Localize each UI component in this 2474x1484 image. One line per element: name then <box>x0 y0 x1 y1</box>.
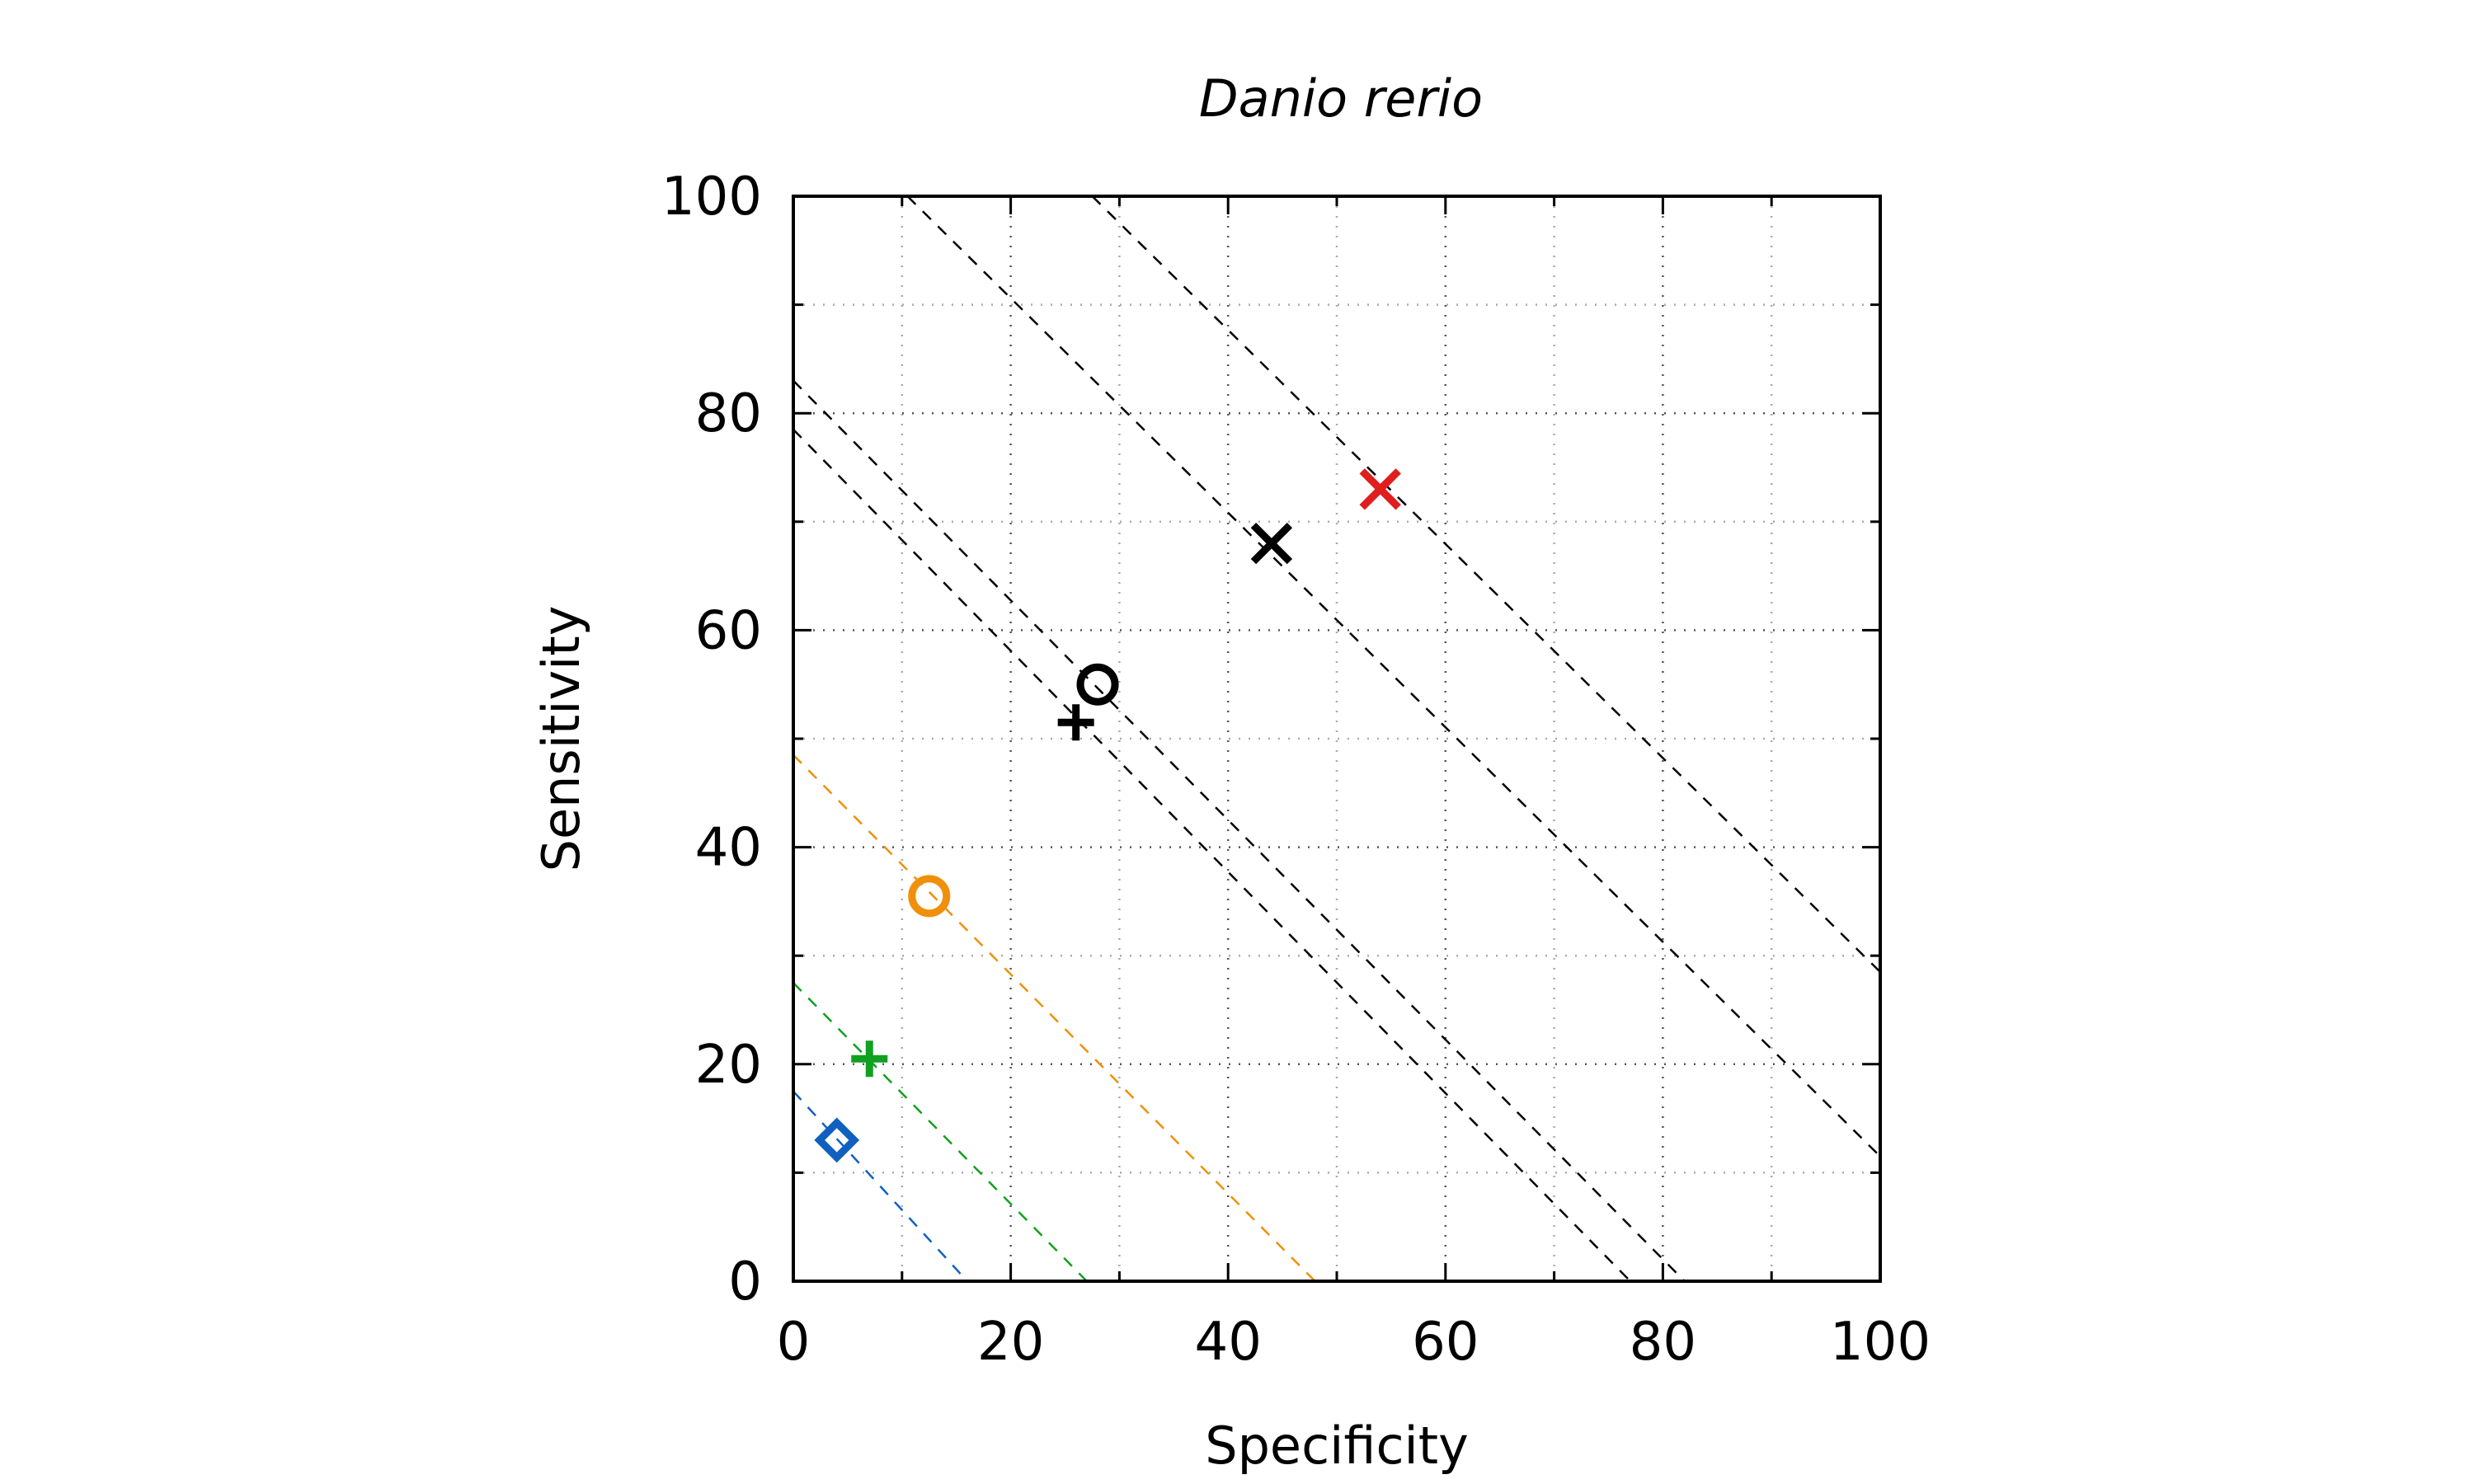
x-tick-label: 0 <box>777 1312 811 1373</box>
reference-line <box>793 754 1316 1282</box>
y-tick-label: 20 <box>695 1035 762 1096</box>
reference-line <box>793 982 1088 1282</box>
y-tick-label: 100 <box>661 167 762 228</box>
x-axis-title: Specificity <box>1205 1416 1469 1476</box>
x-tick-label: 80 <box>1630 1312 1696 1373</box>
chart-title: Danio rerio <box>1199 68 1483 129</box>
axis-ticks: 0 20 40 60 80 100 0 20 40 60 80 100 <box>661 167 1931 1373</box>
x-tick-label: 20 <box>977 1312 1044 1373</box>
grid <box>793 196 1880 1281</box>
x-tick-label: 60 <box>1412 1312 1479 1373</box>
y-tick-label: 60 <box>695 600 762 661</box>
y-axis-title: Sensitivity <box>531 606 591 872</box>
x-tick-label: 100 <box>1830 1312 1931 1373</box>
reference-line <box>793 429 1631 1282</box>
data-point-plus <box>1057 704 1094 741</box>
x-tick-label: 40 <box>1194 1312 1261 1373</box>
data-point-diamond <box>814 1117 860 1163</box>
data-point-cross <box>1359 468 1401 510</box>
reference-line <box>793 379 1686 1282</box>
data-points <box>814 468 1401 1163</box>
reference-line <box>906 195 1881 1158</box>
reference-lines <box>793 195 1881 1282</box>
data-point-plus <box>851 1040 888 1078</box>
y-tick-label: 40 <box>695 818 762 879</box>
data-point-circle <box>908 875 951 918</box>
reference-line <box>793 1090 968 1282</box>
data-point-circle <box>1076 663 1119 706</box>
y-tick-label: 0 <box>728 1252 762 1313</box>
reference-line <box>1091 195 1881 973</box>
y-tick-label: 80 <box>695 383 762 444</box>
plot-frame <box>792 195 1882 1283</box>
data-point-cross <box>1250 522 1293 565</box>
